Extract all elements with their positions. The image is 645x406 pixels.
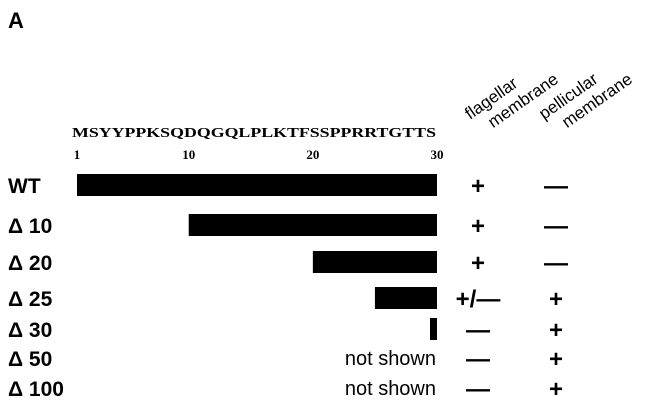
flagellar-result: — <box>466 317 490 344</box>
flagellar-result: + <box>471 250 485 277</box>
sequence-tick-label: 30 <box>431 147 444 162</box>
construct-row: Δ 20 + — <box>8 250 568 277</box>
row-label: Δ 50 <box>8 348 52 371</box>
row-note: not shown <box>345 378 436 400</box>
construct-bar <box>77 174 437 196</box>
construct-row: Δ 10 + — <box>8 213 568 240</box>
flagellar-result: + <box>471 213 485 240</box>
column-header-pellicular: pellicular membrane <box>535 69 635 132</box>
row-label: Δ 100 <box>8 378 64 401</box>
construct-bar <box>312 251 437 273</box>
sequence-tick-label: 1 <box>74 147 81 162</box>
pellicular-result: + <box>549 346 563 373</box>
pellicular-result: + <box>549 376 563 403</box>
construct-row: Δ 50 not shown — + <box>8 346 563 373</box>
sequence-position-ticks: 1 10 20 30 <box>74 147 444 162</box>
construct-bar <box>374 287 437 309</box>
panel-label: A <box>8 8 24 33</box>
construct-row: Δ 25 +/— + <box>8 286 563 313</box>
pellicular-result: — <box>544 250 568 277</box>
row-label: Δ 25 <box>8 288 53 311</box>
construct-row: Δ 30 — + <box>8 317 563 344</box>
row-label: WT <box>8 175 41 198</box>
row-label: Δ 30 <box>8 319 52 342</box>
sequence-text: MSYYPPKSQDQGQLPLKTFSSPPRRTGTTS <box>72 126 436 141</box>
row-label: Δ 10 <box>8 215 52 238</box>
row-label: Δ 20 <box>8 252 52 275</box>
construct-bar <box>188 214 437 236</box>
pellicular-result: + <box>549 286 563 313</box>
column-header-flagellar: flagellar membrane <box>461 69 561 131</box>
pellicular-result: — <box>544 213 568 240</box>
construct-bar <box>430 318 437 340</box>
construct-row: WT + — <box>8 173 568 200</box>
sequence-tick-label: 20 <box>306 147 319 162</box>
flagellar-result: + <box>471 173 485 200</box>
flagellar-result: +/— <box>456 286 501 313</box>
construct-rows: WT + — Δ 10 + — Δ 20 + — Δ 25 +/— + Δ 30 — + Δ 50 not sh… <box>8 173 568 403</box>
construct-row: Δ 100 not shown — + <box>8 376 563 403</box>
flagellar-result: — <box>466 376 490 403</box>
sequence-tick-label: 10 <box>182 147 195 162</box>
row-note: not shown <box>345 348 436 370</box>
pellicular-result: — <box>544 173 568 200</box>
pellicular-result: + <box>549 317 563 344</box>
flagellar-result: — <box>466 346 490 373</box>
